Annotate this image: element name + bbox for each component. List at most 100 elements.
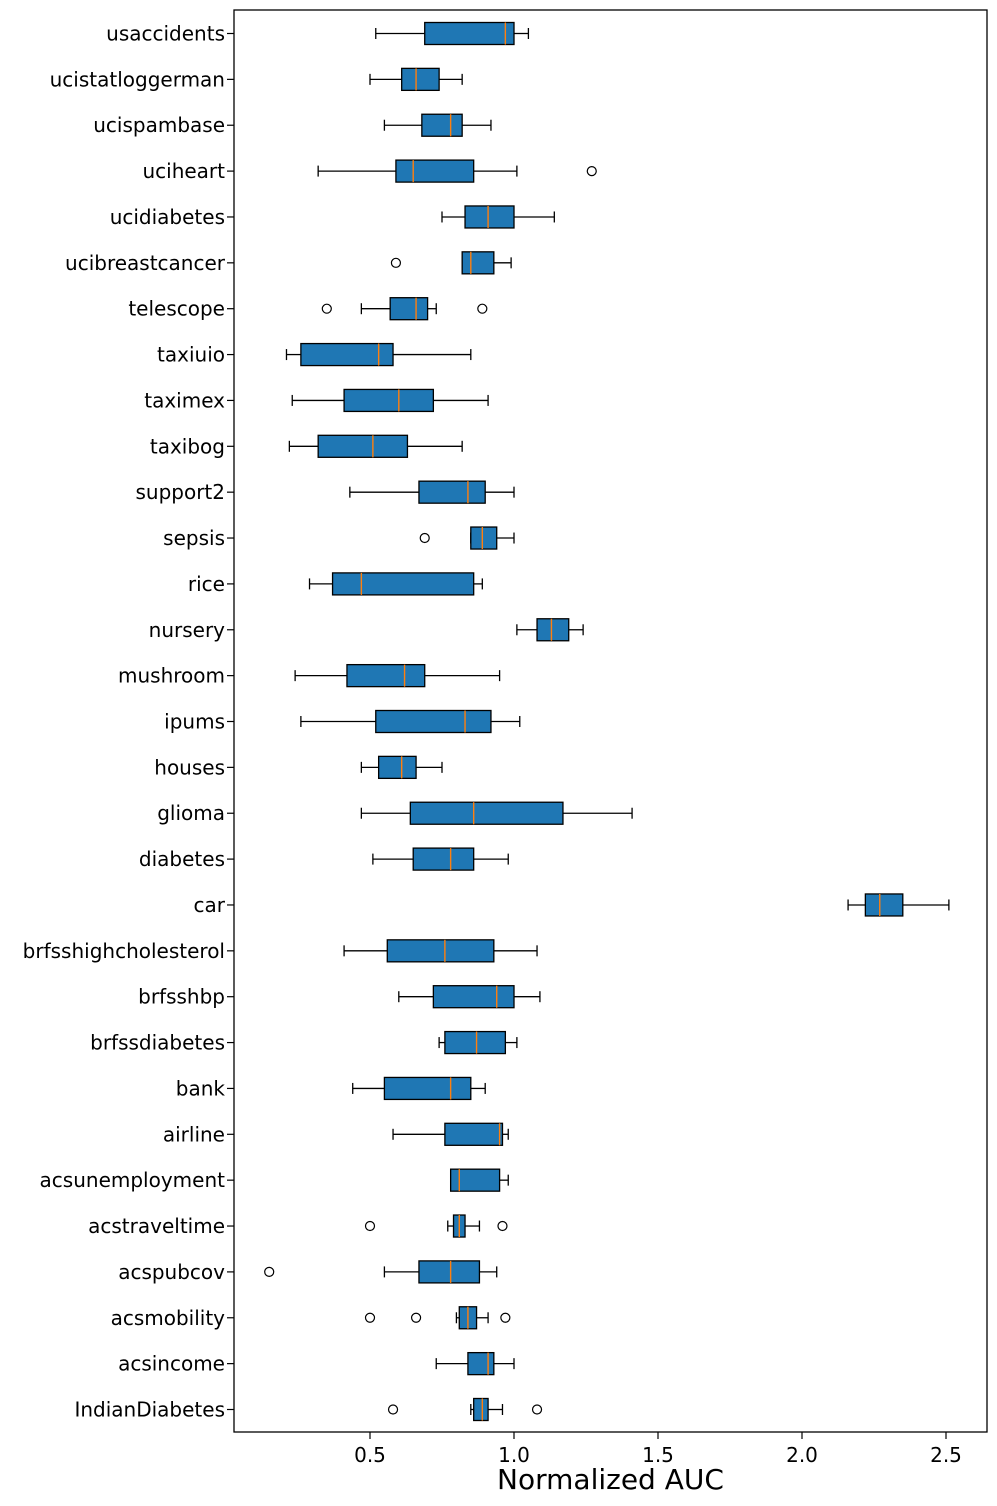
- box-brfsshbp: [398, 985, 541, 1009]
- box-ucidiabetes: [441, 205, 555, 229]
- y-tick-label: ucistatloggerman: [50, 67, 225, 91]
- box-sepsis: [419, 526, 515, 550]
- x-tick-label: 0.5: [354, 1443, 386, 1467]
- y-tick-label: diabetes: [139, 847, 225, 871]
- y-tick-label: nursery: [149, 618, 226, 642]
- y-tick-label: car: [194, 893, 226, 917]
- box-iqr: [395, 159, 475, 183]
- box-bank: [352, 1076, 486, 1101]
- x-tick-label: 1.5: [642, 1443, 674, 1467]
- box-iqr: [467, 1351, 495, 1376]
- y-tick-label: ucispambase: [93, 113, 225, 137]
- x-tick-label: 2.0: [786, 1443, 818, 1467]
- y-tick-label: houses: [154, 755, 225, 779]
- y-tick-label: telescope: [128, 297, 225, 321]
- box-acsunemployment: [449, 1168, 509, 1192]
- flier-point: [264, 1266, 275, 1278]
- box-iqr: [412, 847, 475, 871]
- box-iqr: [461, 251, 495, 275]
- y-tick-label: acstraveltime: [88, 1214, 225, 1238]
- box-ucistatloggerman: [369, 67, 463, 92]
- y-tick-label: acspubcov: [118, 1260, 225, 1284]
- box-usaccidents: [375, 21, 530, 46]
- box-iqr: [409, 801, 564, 825]
- box-iqr: [317, 434, 409, 458]
- y-tick-label: taxiuio: [157, 343, 225, 367]
- box-rice: [308, 572, 483, 596]
- flier-point: [497, 1220, 508, 1232]
- y-tick-labels: usaccidents ucistatloggerman ucispambase uc…: [23, 22, 234, 1422]
- box-mushroom: [294, 663, 501, 688]
- flier-point: [500, 1312, 511, 1323]
- x-ticks: 0.5 1.0 1.5 2.0 2.5: [354, 1432, 962, 1467]
- box-iqr: [386, 939, 495, 963]
- y-tick-label: airline: [163, 1122, 225, 1146]
- flier-point: [390, 257, 402, 268]
- y-tick-label: taxibog: [150, 434, 225, 458]
- box-acspubcov: [264, 1260, 498, 1284]
- box-car: [847, 893, 950, 917]
- y-tick-label: acsincome: [118, 1352, 225, 1376]
- y-tick-label: ucibreastcancer: [65, 251, 226, 275]
- box-iqr: [424, 21, 515, 46]
- y-tick-label: brfssdiabetes: [90, 1031, 225, 1055]
- flier-point: [387, 1404, 399, 1415]
- box-iqr: [343, 388, 435, 413]
- box-ucispambase: [383, 113, 492, 137]
- y-tick-label: taximex: [144, 388, 225, 412]
- box-iqr: [418, 480, 486, 504]
- box-iqr: [375, 709, 492, 734]
- box-iqr: [432, 985, 515, 1009]
- box-support2: [349, 480, 515, 504]
- box-iqr: [383, 1076, 472, 1101]
- box-ucibreastcancer: [390, 251, 512, 275]
- box-acsmobility: [364, 1306, 511, 1330]
- box-iqr: [418, 1260, 481, 1284]
- box-telescope: [321, 297, 488, 321]
- box-nursery: [516, 618, 584, 642]
- y-tick-label: acsmobility: [111, 1306, 226, 1330]
- box-iqr: [346, 663, 426, 688]
- y-tick-label: uciheart: [142, 159, 225, 183]
- box-airline: [392, 1122, 509, 1146]
- box-acstraveltime: [364, 1214, 508, 1238]
- x-tick-label: 1.0: [498, 1443, 530, 1467]
- box-iqr: [444, 1122, 504, 1146]
- box-brfsshighcholesterol: [343, 939, 538, 963]
- box-iqr: [300, 342, 394, 367]
- y-tick-label: usaccidents: [106, 22, 225, 46]
- y-tick-label: IndianDiabetes: [74, 1398, 225, 1422]
- box-iqr: [444, 1030, 507, 1055]
- x-tick-label: 2.5: [930, 1443, 962, 1467]
- y-tick-label: mushroom: [118, 664, 225, 688]
- flier-point: [419, 532, 430, 544]
- box-diabetes: [372, 847, 509, 871]
- y-tick-label: support2: [135, 480, 225, 504]
- y-tick-label: glioma: [157, 801, 225, 825]
- box-iqr: [449, 1168, 501, 1192]
- box-iqr: [473, 1397, 489, 1422]
- box-ipums: [300, 709, 521, 734]
- box-iqr: [401, 67, 440, 92]
- box-taximex: [291, 388, 489, 413]
- flier-point: [321, 303, 332, 314]
- box-taxiuio: [285, 342, 472, 367]
- flier-point: [410, 1312, 422, 1323]
- flier-point: [477, 303, 488, 314]
- y-tick-label: bank: [176, 1076, 226, 1100]
- box-iqr: [864, 893, 904, 917]
- plot-frame: [233, 9, 988, 1433]
- flier-point: [364, 1220, 376, 1232]
- box-iqr: [470, 526, 498, 550]
- y-tick-label: sepsis: [163, 526, 225, 550]
- box-glioma: [360, 801, 633, 825]
- y-tick-label: brfsshighcholesterol: [23, 939, 225, 963]
- box-IndianDiabetes: [387, 1397, 543, 1422]
- flier-point: [586, 166, 597, 177]
- box-iqr: [536, 618, 570, 642]
- box-iqr: [377, 755, 417, 780]
- box-acsincome: [435, 1351, 515, 1376]
- box-houses: [360, 755, 443, 780]
- box-taxibog: [288, 434, 463, 458]
